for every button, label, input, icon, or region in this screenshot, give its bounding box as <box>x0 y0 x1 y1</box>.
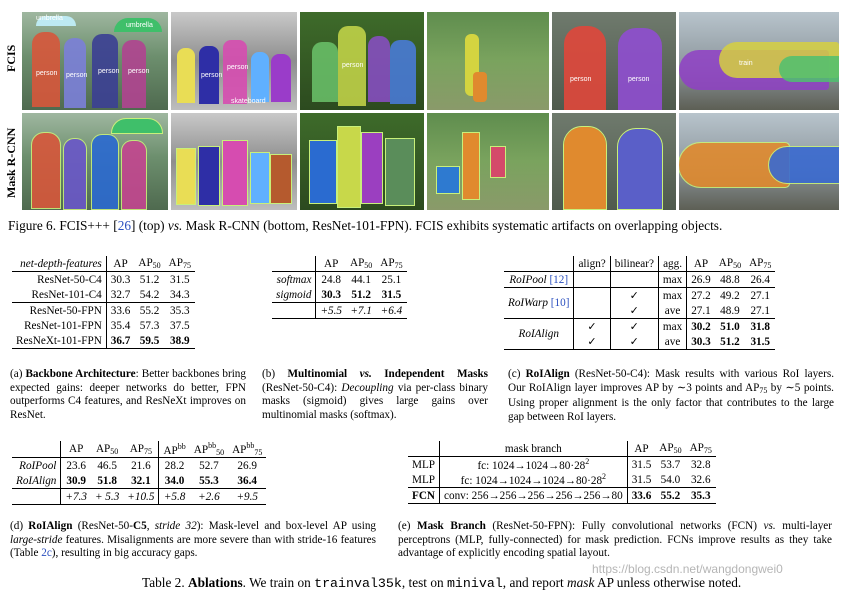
fcis-image-6: train <box>679 12 839 110</box>
row-label-mask-rcnn: Mask R-CNN <box>4 127 18 199</box>
fcis-label-person-8: person <box>570 76 592 83</box>
maskrcnn-image-4 <box>427 113 549 210</box>
table-c-caption: (c) RoIAlign (ResNet-50-C4): Mask result… <box>508 368 835 423</box>
fcis-label-train: train <box>739 60 753 67</box>
table-d-roialign-c5: AP AP50 AP75 APbb APbb50 APbb75 RoIPool 2… <box>12 441 267 505</box>
fcis-image-5: person person <box>552 12 676 110</box>
table-a-backbone: net-depth-features AP AP50 AP75 ResNet-5… <box>12 256 195 349</box>
fcis-label-person-7: person <box>342 62 364 69</box>
table-e-mask-branch: mask branch AP AP50 AP75 MLP fc: 1024→102… <box>408 441 716 504</box>
maskrcnn-image-6 <box>679 113 839 210</box>
fcis-image-2: person person skateboard <box>171 12 297 110</box>
fcis-label-person-3: person <box>98 68 120 75</box>
fcis-label-person-4: person <box>128 68 150 75</box>
fcis-label-umbrella-1: umbrella <box>36 15 63 22</box>
table-a-caption: (a) Backbone Architecture: Better backbo… <box>10 368 246 421</box>
fcis-label-person-2: person <box>66 72 88 79</box>
figure-6-caption: Figure 6. FCIS+++ [26] (top) vs. Mask R-… <box>8 218 723 233</box>
table-d-caption: (d) RoIAlign (ResNet-50-C5, stride 32): … <box>10 520 377 559</box>
fcis-image-1: umbrella umbrella person person person p… <box>22 12 168 110</box>
fcis-label-person-1: person <box>36 70 58 77</box>
watermark: https://blog.csdn.net/wangdongwei0 <box>592 562 783 576</box>
table-b-masks: AP AP50 AP75 softmax 24.8 44.1 25.1 sigmoid… <box>272 256 407 319</box>
fcis-label-person-6: person <box>227 64 249 71</box>
maskrcnn-image-3 <box>300 113 424 210</box>
fcis-label-skateboard: skateboard <box>231 98 266 105</box>
maskrcnn-image-5 <box>552 113 676 210</box>
table-e-caption: (e) Mask Branch (ResNet-50-FPN): Fully c… <box>398 520 832 559</box>
row-label-fcis: FCIS <box>4 44 18 72</box>
maskrcnn-image-2 <box>171 113 297 210</box>
table-2-caption: Table 2. Ablations. We train on trainval… <box>142 575 742 591</box>
maskrcnn-image-1 <box>22 113 168 210</box>
ref-2c-link[interactable]: 2c <box>41 547 52 559</box>
fcis-image-3: person <box>300 12 424 110</box>
table-b-caption: (b) Multinomial vs. Independent Masks (R… <box>262 368 489 421</box>
fcis-label-person-5: person <box>201 72 223 79</box>
fcis-image-4 <box>427 12 549 110</box>
table-c-roialign: align? bilinear? agg. AP AP50 AP75 RoIPo… <box>504 256 776 350</box>
fcis-label-person-9: person <box>628 76 650 83</box>
fcis-label-umbrella-2: umbrella <box>126 22 153 29</box>
ref-26-link[interactable]: 26 <box>117 218 131 233</box>
